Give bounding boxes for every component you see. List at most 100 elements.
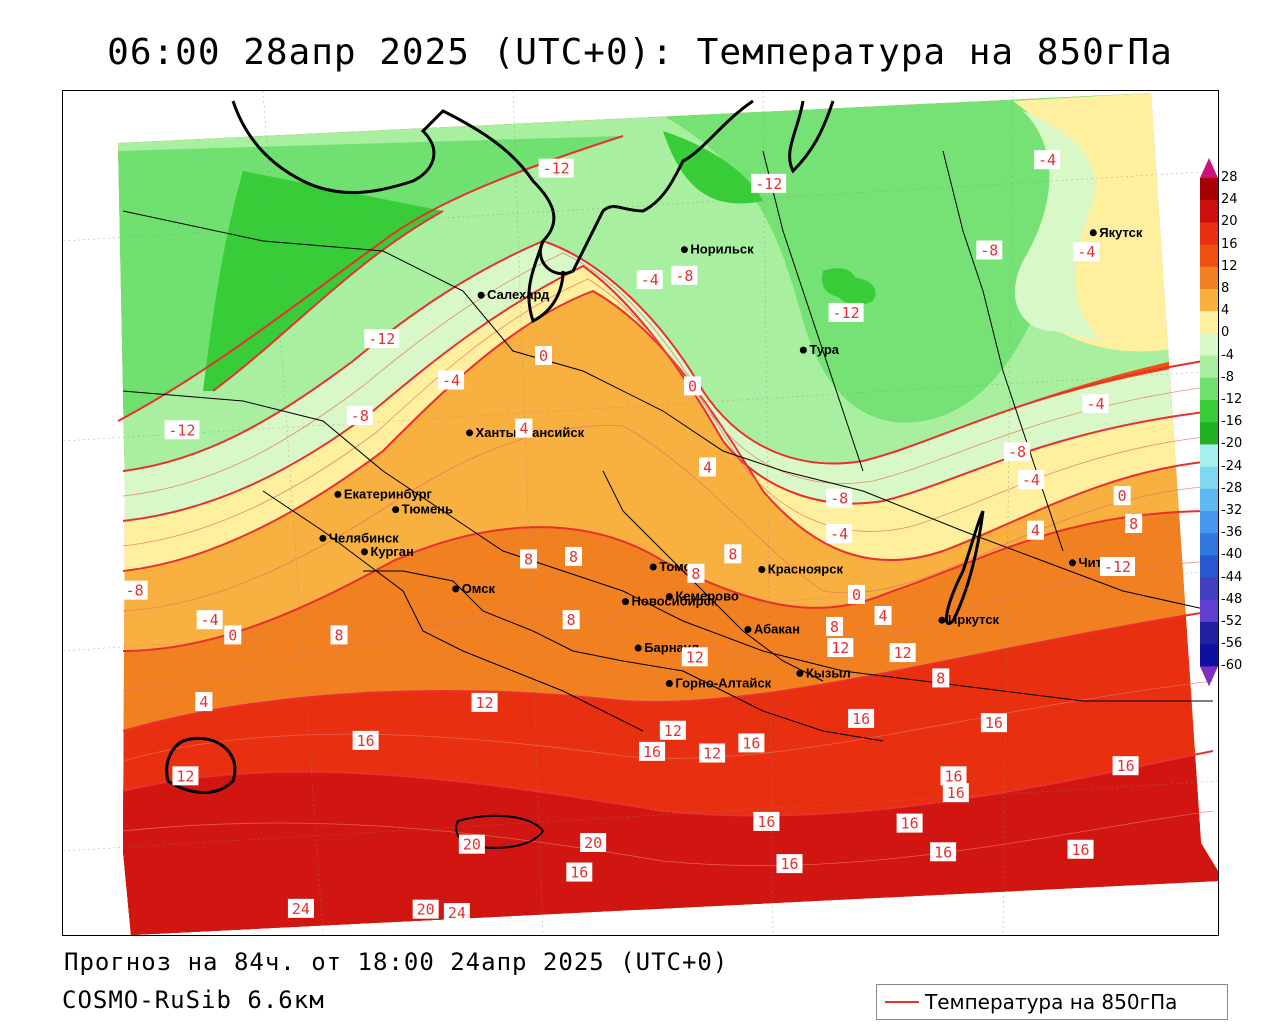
label-background bbox=[121, 580, 148, 600]
city-marker[interactable]: Якутск bbox=[1089, 225, 1143, 240]
isotherm-value-label: -12 bbox=[364, 329, 400, 349]
city-label: Тюмень bbox=[402, 502, 453, 517]
isotherm-value-text: 12 bbox=[176, 767, 194, 785]
colorbar-segment bbox=[1200, 377, 1218, 401]
label-background bbox=[224, 625, 242, 645]
isotherm-value-label: 12 bbox=[699, 743, 726, 763]
city-marker[interactable]: Екатеринбург bbox=[334, 486, 433, 501]
label-background bbox=[751, 173, 787, 193]
isotherm-value-text: 16 bbox=[852, 710, 870, 728]
city-dot bbox=[334, 490, 342, 498]
isotherm-value-label: -8 bbox=[826, 488, 853, 508]
minor-isotherms bbox=[122, 252, 1214, 867]
city-marker[interactable]: Абакан bbox=[744, 621, 800, 636]
isotherm-value-text: -8 bbox=[1008, 443, 1026, 461]
label-background bbox=[1112, 756, 1139, 776]
isotherm-value-label: 8 bbox=[562, 610, 580, 630]
isotherm-value-label: 20 bbox=[412, 899, 439, 919]
isotherm-value-text: 16 bbox=[985, 714, 1003, 732]
isotherm-value-label: 16 bbox=[352, 730, 379, 750]
isotherm-value-label: 8 bbox=[826, 616, 844, 636]
city-marker[interactable]: Норильск bbox=[680, 242, 754, 257]
isotherm-value-text: 0 bbox=[228, 626, 237, 644]
isotherm-value-label: 0 bbox=[1113, 486, 1131, 506]
label-background bbox=[698, 457, 716, 477]
city-marker[interactable]: Тура bbox=[799, 342, 840, 357]
isotherm-value-label: 8 bbox=[330, 625, 348, 645]
isotherm-value-text: 8 bbox=[728, 545, 737, 563]
isotherm-value-label: 0 bbox=[534, 346, 552, 366]
isotherm-value-text: -8 bbox=[126, 582, 144, 600]
label-background bbox=[519, 549, 537, 569]
label-background bbox=[330, 625, 348, 645]
map-title: 06:00 28апр 2025 (UTC+0): Температура на… bbox=[107, 32, 1173, 73]
colorbar-tick-label: 28 bbox=[1221, 170, 1238, 185]
colorbar-segment bbox=[1200, 333, 1218, 357]
label-background bbox=[565, 546, 583, 566]
map-canvas: НорильскЯкутскСалехардТураХанты-Мансийск… bbox=[63, 91, 1218, 935]
isotherm-value-label: 4 bbox=[874, 605, 892, 625]
label-background bbox=[724, 544, 742, 564]
isotherm-value-text: 16 bbox=[643, 743, 661, 761]
isotherm-value-label: 24 bbox=[443, 903, 470, 923]
isotherm-value-text: -12 bbox=[168, 421, 195, 439]
isotherm-value-label: -4 bbox=[636, 270, 663, 290]
colorbar-segment bbox=[1200, 355, 1218, 379]
label-background bbox=[580, 833, 607, 853]
city-marker[interactable]: Омск bbox=[452, 581, 495, 596]
label-background bbox=[1067, 839, 1094, 859]
city-marker[interactable]: Новосибирск bbox=[621, 594, 718, 609]
colorbar-tick-label: -4 bbox=[1221, 347, 1234, 363]
label-background bbox=[164, 420, 200, 440]
label-background bbox=[538, 158, 574, 178]
isotherm-value-text: -8 bbox=[980, 242, 998, 260]
colorbar-tick-label: -52 bbox=[1221, 614, 1243, 629]
isotherm-value-label: -8 bbox=[976, 240, 1003, 260]
city-dot bbox=[1068, 559, 1076, 567]
label-background bbox=[930, 842, 957, 862]
isotherm-value-text: 8 bbox=[1129, 515, 1138, 533]
city-marker[interactable]: Кемерово bbox=[665, 589, 739, 604]
isotherm-value-label: -12 bbox=[828, 302, 864, 322]
city-label: Кемерово bbox=[675, 589, 739, 604]
isotherm-value-text: -4 bbox=[1022, 471, 1040, 489]
isotherm-value-label: -4 bbox=[1073, 242, 1100, 262]
colorbar-segment bbox=[1200, 311, 1218, 334]
city-marker[interactable]: Кызыл bbox=[796, 665, 851, 680]
city-marker[interactable]: Курган bbox=[360, 544, 414, 559]
isotherm-value-label: 8 bbox=[519, 549, 537, 569]
city-dot bbox=[1089, 229, 1097, 237]
label-background bbox=[699, 743, 726, 763]
city-marker[interactable]: Горно-Алтайск bbox=[665, 675, 772, 690]
isotherm-value-text: 0 bbox=[539, 347, 548, 365]
temperature-map[interactable]: НорильскЯкутскСалехардТураХанты-Мансийск… bbox=[62, 90, 1219, 936]
colorbar-bottom-arrow bbox=[1200, 666, 1218, 687]
city-marker[interactable]: Иркутск bbox=[938, 612, 1000, 627]
isotherm-value-label: 12 bbox=[827, 638, 854, 658]
isotherm-value-label: 16 bbox=[940, 766, 967, 786]
colorbar-segment bbox=[1200, 178, 1218, 201]
colorbar-tick-label: 4 bbox=[1221, 303, 1230, 319]
label-background bbox=[1113, 486, 1131, 506]
colorbar-tick-label: 0 bbox=[1221, 325, 1230, 341]
city-dot bbox=[938, 616, 946, 624]
colorbar-segment bbox=[1200, 644, 1218, 667]
city-marker[interactable]: Тюмень bbox=[392, 502, 453, 517]
label-background bbox=[346, 405, 373, 425]
isotherm-value-text: 8 bbox=[691, 565, 700, 583]
label-background bbox=[826, 524, 853, 544]
city-marker[interactable]: Салехард bbox=[477, 287, 550, 302]
isotherm-value-text: 16 bbox=[934, 843, 952, 861]
label-background bbox=[976, 240, 1003, 260]
isotherm-value-text: -4 bbox=[1038, 151, 1056, 169]
city-marker[interactable]: Красноярск bbox=[758, 562, 843, 577]
isotherm-value-label: -4 bbox=[196, 610, 223, 630]
isotherm-value-label: -12 bbox=[164, 420, 200, 440]
isotherm-value-label: -4 bbox=[1034, 150, 1061, 170]
model-info: COSMO-RuSib 6.6км bbox=[62, 986, 325, 1014]
city-marker[interactable]: Челябинск bbox=[319, 530, 399, 545]
legend-line-swatch bbox=[885, 1001, 919, 1003]
city-dot bbox=[665, 679, 673, 687]
isotherm-value-label: 16 bbox=[753, 811, 780, 831]
isotherm-value-text: 4 bbox=[519, 420, 528, 438]
